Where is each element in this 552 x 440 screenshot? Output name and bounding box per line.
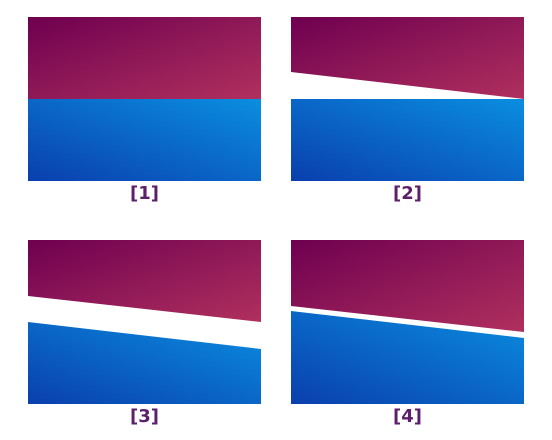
panel-1-image: [28, 17, 261, 181]
bottom-shape: [291, 311, 524, 404]
panel-1-label: [1]: [130, 183, 159, 204]
top-shape: [28, 17, 261, 99]
panel-4-image: [291, 240, 524, 404]
bottom-shape: [28, 99, 261, 181]
panel-3-label: [3]: [130, 406, 159, 427]
top-shape: [291, 240, 524, 332]
top-shape: [291, 17, 524, 99]
bottom-shape: [28, 322, 261, 404]
panel-2-image: [291, 17, 524, 181]
panel-4-label: [4]: [393, 406, 422, 427]
top-shape: [28, 240, 261, 322]
bottom-shape: [291, 99, 524, 181]
panel-2-label: [2]: [393, 183, 422, 204]
panel-3-image: [28, 240, 261, 404]
